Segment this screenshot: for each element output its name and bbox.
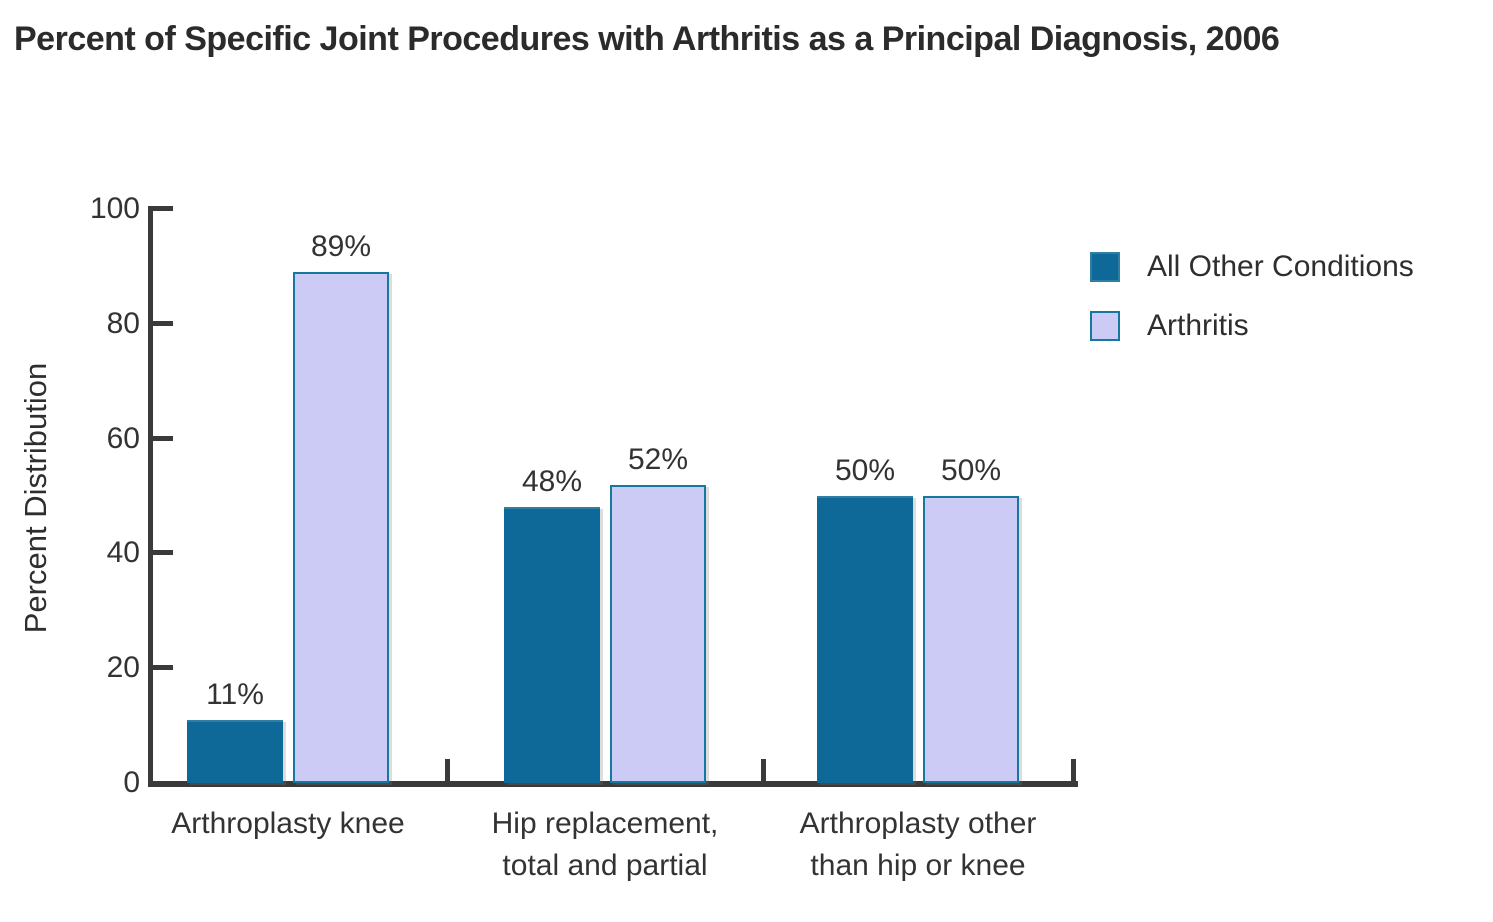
y-tick: [153, 436, 173, 441]
bar-arthritis-2: [923, 496, 1019, 783]
legend-label: Arthritis: [1147, 309, 1249, 342]
y-tick: [153, 550, 173, 555]
x-axis-line: [148, 781, 1078, 787]
category-label-0: Arthroplasty knee: [118, 803, 458, 845]
bar-arthritis-0: [293, 272, 389, 783]
x-axis-tick: [761, 759, 766, 781]
legend: All Other Conditions Arthritis: [1090, 250, 1414, 343]
category-label-1: Hip replacement, total and partial: [435, 803, 775, 887]
chart-title: Percent of Specific Joint Procedures wit…: [14, 20, 1280, 58]
y-tick-label: 100: [89, 192, 140, 225]
legend-swatch-icon: [1090, 252, 1120, 282]
category-label-2: Arthroplasty other than hip or knee: [748, 803, 1088, 887]
y-tick-label: 0: [123, 766, 140, 799]
y-tick: [153, 665, 173, 670]
y-tick: [153, 206, 173, 211]
y-tick: [153, 321, 173, 326]
x-axis-tick: [1071, 759, 1076, 781]
y-axis-line: [148, 206, 153, 787]
bar-value-label: 89%: [310, 230, 372, 263]
bar-all-other-conditions-0: [187, 720, 283, 783]
legend-label: All Other Conditions: [1147, 250, 1414, 283]
y-tick-label: 80: [106, 307, 140, 340]
category-label-line: total and partial: [502, 849, 708, 882]
x-axis-tick: [445, 759, 450, 781]
legend-swatch-icon: [1090, 311, 1120, 341]
bar-arthritis-1: [610, 485, 706, 783]
bar-value-label: 48%: [521, 465, 583, 498]
category-label-line: Arthroplasty knee: [171, 807, 405, 840]
category-label-line: than hip or knee: [810, 849, 1026, 882]
bar-value-label: 11%: [206, 678, 264, 711]
bar-value-label: 52%: [627, 443, 689, 476]
category-label-line: Hip replacement,: [491, 807, 719, 840]
bar-all-other-conditions-2: [817, 496, 913, 783]
y-axis-title: Percent Distribution: [18, 362, 53, 634]
bar-value-label: 50%: [940, 454, 1002, 487]
category-label-line: Arthroplasty other: [799, 807, 1037, 840]
bar-value-label: 50%: [834, 454, 896, 487]
y-tick-label: 40: [106, 536, 140, 569]
y-tick-label: 60: [106, 422, 140, 455]
legend-item-arthritis: Arthritis: [1090, 309, 1414, 343]
legend-item-all-other-conditions: All Other Conditions: [1090, 250, 1414, 284]
bar-all-other-conditions-1: [504, 507, 600, 783]
y-tick-label: 20: [106, 651, 140, 684]
